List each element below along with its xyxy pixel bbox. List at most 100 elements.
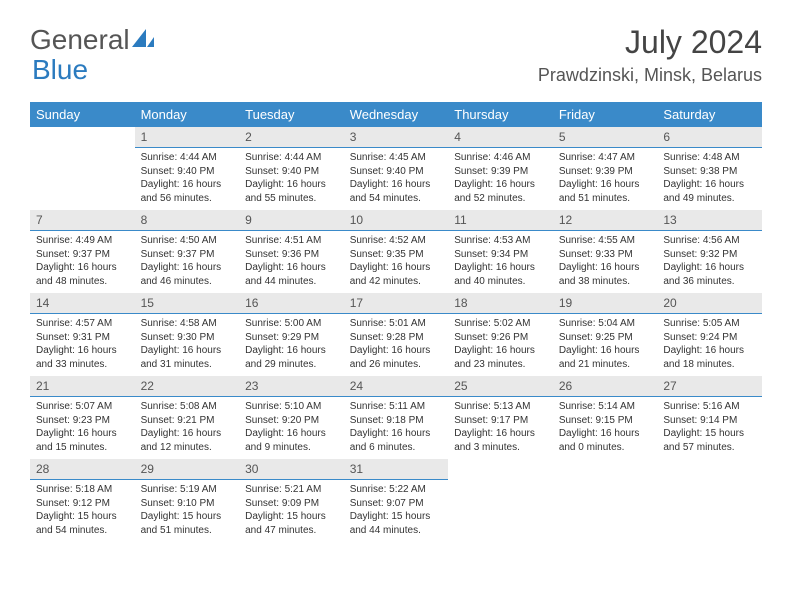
daylight-text: Daylight: 16 hours and 6 minutes. <box>350 427 443 454</box>
sunrise-text: Sunrise: 5:04 AM <box>559 317 652 331</box>
sunrise-text: Sunrise: 5:11 AM <box>350 400 443 414</box>
weekday-header: Tuesday <box>239 102 344 127</box>
day-cell: 14Sunrise: 4:57 AMSunset: 9:31 PMDayligh… <box>30 293 135 376</box>
sunrise-text: Sunrise: 4:44 AM <box>141 151 234 165</box>
day-number: 19 <box>553 293 658 314</box>
day-cell <box>553 459 658 542</box>
daylight-text: Daylight: 16 hours and 54 minutes. <box>350 178 443 205</box>
daylight-text: Daylight: 15 hours and 44 minutes. <box>350 510 443 537</box>
daylight-text: Daylight: 15 hours and 54 minutes. <box>36 510 129 537</box>
day-content: Sunrise: 5:21 AMSunset: 9:09 PMDaylight:… <box>239 480 344 542</box>
daylight-text: Daylight: 16 hours and 40 minutes. <box>454 261 547 288</box>
day-content: Sunrise: 5:07 AMSunset: 9:23 PMDaylight:… <box>30 397 135 459</box>
day-cell: 20Sunrise: 5:05 AMSunset: 9:24 PMDayligh… <box>657 293 762 376</box>
day-content: Sunrise: 4:44 AMSunset: 9:40 PMDaylight:… <box>239 148 344 210</box>
day-content: Sunrise: 4:44 AMSunset: 9:40 PMDaylight:… <box>135 148 240 210</box>
sunrise-text: Sunrise: 5:19 AM <box>141 483 234 497</box>
sunrise-text: Sunrise: 4:49 AM <box>36 234 129 248</box>
sunrise-text: Sunrise: 4:50 AM <box>141 234 234 248</box>
day-number: 28 <box>30 459 135 480</box>
sunrise-text: Sunrise: 5:08 AM <box>141 400 234 414</box>
sunset-text: Sunset: 9:09 PM <box>245 497 338 511</box>
weekday-header: Sunday <box>30 102 135 127</box>
day-cell: 25Sunrise: 5:13 AMSunset: 9:17 PMDayligh… <box>448 376 553 459</box>
daylight-text: Daylight: 16 hours and 48 minutes. <box>36 261 129 288</box>
daylight-text: Daylight: 16 hours and 52 minutes. <box>454 178 547 205</box>
day-cell: 12Sunrise: 4:55 AMSunset: 9:33 PMDayligh… <box>553 210 658 293</box>
day-number: 6 <box>657 127 762 148</box>
sunrise-text: Sunrise: 5:10 AM <box>245 400 338 414</box>
week-row: 1Sunrise: 4:44 AMSunset: 9:40 PMDaylight… <box>30 127 762 210</box>
weekday-header: Friday <box>553 102 658 127</box>
day-cell: 24Sunrise: 5:11 AMSunset: 9:18 PMDayligh… <box>344 376 449 459</box>
day-content: Sunrise: 4:49 AMSunset: 9:37 PMDaylight:… <box>30 231 135 293</box>
day-number: 20 <box>657 293 762 314</box>
daylight-text: Daylight: 16 hours and 12 minutes. <box>141 427 234 454</box>
sunset-text: Sunset: 9:37 PM <box>141 248 234 262</box>
daylight-text: Daylight: 16 hours and 15 minutes. <box>36 427 129 454</box>
day-number: 31 <box>344 459 449 480</box>
sunset-text: Sunset: 9:20 PM <box>245 414 338 428</box>
day-number: 2 <box>239 127 344 148</box>
day-number: 1 <box>135 127 240 148</box>
daylight-text: Daylight: 15 hours and 51 minutes. <box>141 510 234 537</box>
calendar-table: SundayMondayTuesdayWednesdayThursdayFrid… <box>30 102 762 542</box>
day-content: Sunrise: 4:50 AMSunset: 9:37 PMDaylight:… <box>135 231 240 293</box>
daylight-text: Daylight: 16 hours and 23 minutes. <box>454 344 547 371</box>
week-row: 28Sunrise: 5:18 AMSunset: 9:12 PMDayligh… <box>30 459 762 542</box>
day-cell: 15Sunrise: 4:58 AMSunset: 9:30 PMDayligh… <box>135 293 240 376</box>
day-cell: 18Sunrise: 5:02 AMSunset: 9:26 PMDayligh… <box>448 293 553 376</box>
day-cell: 2Sunrise: 4:44 AMSunset: 9:40 PMDaylight… <box>239 127 344 210</box>
daylight-text: Daylight: 16 hours and 18 minutes. <box>663 344 756 371</box>
daylight-text: Daylight: 16 hours and 33 minutes. <box>36 344 129 371</box>
day-content: Sunrise: 4:56 AMSunset: 9:32 PMDaylight:… <box>657 231 762 293</box>
daylight-text: Daylight: 16 hours and 3 minutes. <box>454 427 547 454</box>
day-content: Sunrise: 4:52 AMSunset: 9:35 PMDaylight:… <box>344 231 449 293</box>
day-cell: 26Sunrise: 5:14 AMSunset: 9:15 PMDayligh… <box>553 376 658 459</box>
day-cell: 17Sunrise: 5:01 AMSunset: 9:28 PMDayligh… <box>344 293 449 376</box>
day-content: Sunrise: 5:22 AMSunset: 9:07 PMDaylight:… <box>344 480 449 542</box>
weekday-header: Thursday <box>448 102 553 127</box>
day-content: Sunrise: 4:47 AMSunset: 9:39 PMDaylight:… <box>553 148 658 210</box>
day-content: Sunrise: 5:01 AMSunset: 9:28 PMDaylight:… <box>344 314 449 376</box>
day-cell <box>30 127 135 210</box>
week-row: 7Sunrise: 4:49 AMSunset: 9:37 PMDaylight… <box>30 210 762 293</box>
day-cell: 11Sunrise: 4:53 AMSunset: 9:34 PMDayligh… <box>448 210 553 293</box>
sunset-text: Sunset: 9:32 PM <box>663 248 756 262</box>
calendar-head: SundayMondayTuesdayWednesdayThursdayFrid… <box>30 102 762 127</box>
day-content: Sunrise: 5:10 AMSunset: 9:20 PMDaylight:… <box>239 397 344 459</box>
sunrise-text: Sunrise: 4:51 AM <box>245 234 338 248</box>
daylight-text: Daylight: 16 hours and 31 minutes. <box>141 344 234 371</box>
day-cell: 3Sunrise: 4:45 AMSunset: 9:40 PMDaylight… <box>344 127 449 210</box>
day-number: 22 <box>135 376 240 397</box>
day-cell: 5Sunrise: 4:47 AMSunset: 9:39 PMDaylight… <box>553 127 658 210</box>
daylight-text: Daylight: 16 hours and 49 minutes. <box>663 178 756 205</box>
month-title: July 2024 <box>538 24 762 61</box>
sunrise-text: Sunrise: 5:18 AM <box>36 483 129 497</box>
day-content: Sunrise: 4:45 AMSunset: 9:40 PMDaylight:… <box>344 148 449 210</box>
day-content: Sunrise: 5:18 AMSunset: 9:12 PMDaylight:… <box>30 480 135 542</box>
day-content: Sunrise: 5:11 AMSunset: 9:18 PMDaylight:… <box>344 397 449 459</box>
day-cell: 6Sunrise: 4:48 AMSunset: 9:38 PMDaylight… <box>657 127 762 210</box>
sunrise-text: Sunrise: 5:00 AM <box>245 317 338 331</box>
sunset-text: Sunset: 9:28 PM <box>350 331 443 345</box>
day-content: Sunrise: 4:46 AMSunset: 9:39 PMDaylight:… <box>448 148 553 210</box>
day-number: 23 <box>239 376 344 397</box>
day-number: 25 <box>448 376 553 397</box>
day-number: 10 <box>344 210 449 231</box>
day-cell: 8Sunrise: 4:50 AMSunset: 9:37 PMDaylight… <box>135 210 240 293</box>
day-cell <box>448 459 553 542</box>
logo-text-1: General <box>30 24 130 56</box>
day-content <box>553 480 658 530</box>
sunset-text: Sunset: 9:26 PM <box>454 331 547 345</box>
sunrise-text: Sunrise: 5:22 AM <box>350 483 443 497</box>
sunrise-text: Sunrise: 5:14 AM <box>559 400 652 414</box>
sunrise-text: Sunrise: 5:02 AM <box>454 317 547 331</box>
daylight-text: Daylight: 16 hours and 46 minutes. <box>141 261 234 288</box>
day-cell: 1Sunrise: 4:44 AMSunset: 9:40 PMDaylight… <box>135 127 240 210</box>
day-number: 14 <box>30 293 135 314</box>
sunset-text: Sunset: 9:39 PM <box>454 165 547 179</box>
day-content: Sunrise: 4:51 AMSunset: 9:36 PMDaylight:… <box>239 231 344 293</box>
sunrise-text: Sunrise: 4:53 AM <box>454 234 547 248</box>
day-number: 9 <box>239 210 344 231</box>
